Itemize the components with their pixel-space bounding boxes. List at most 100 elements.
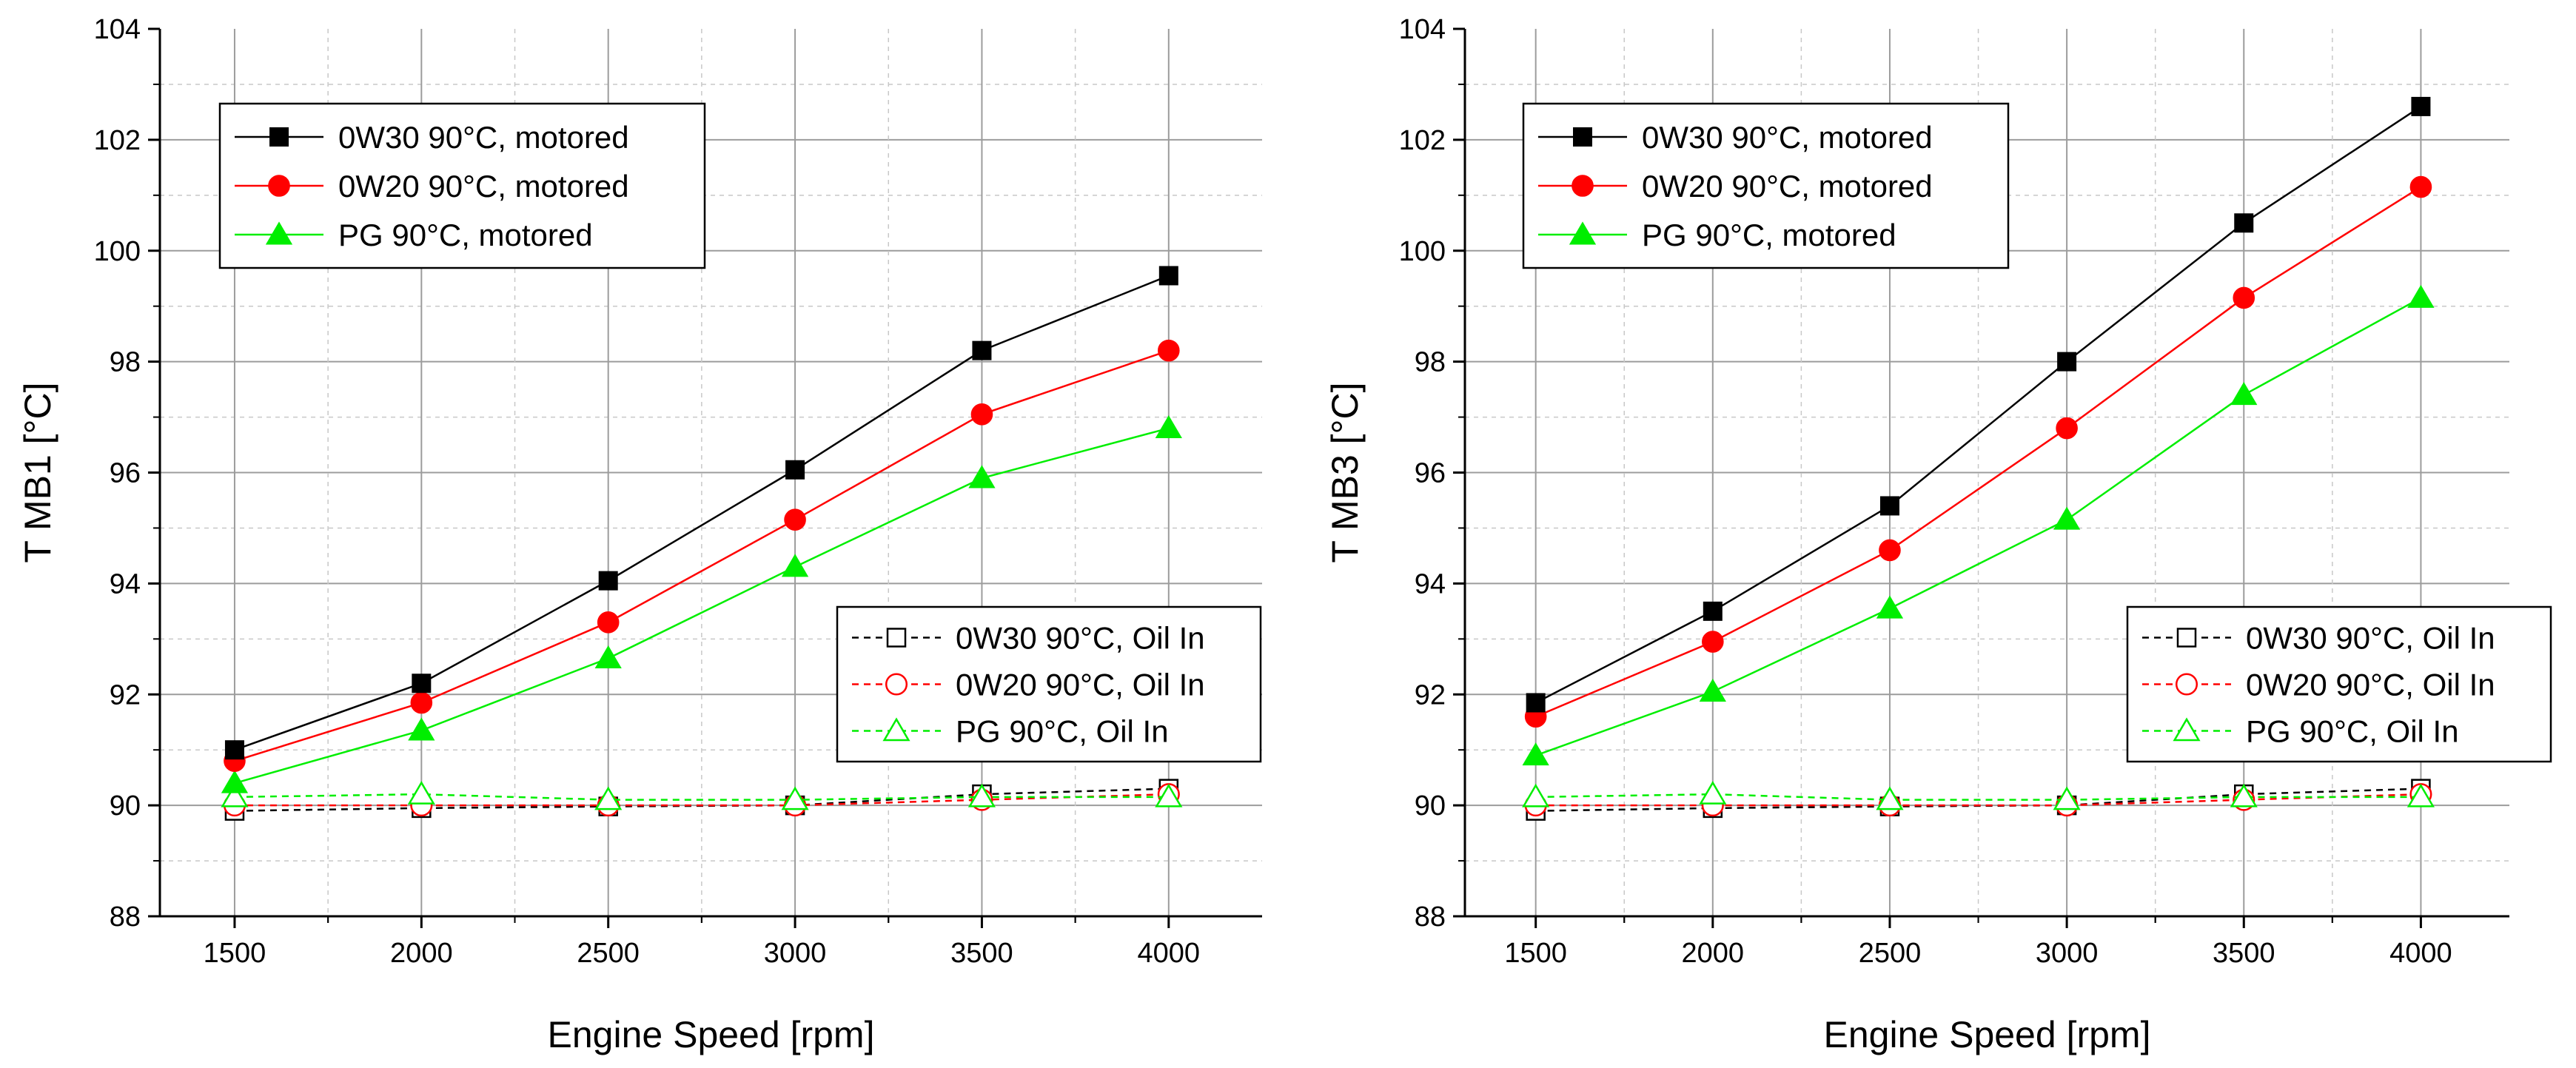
- legend-marker: [2175, 673, 2198, 696]
- legend-marker: [885, 673, 908, 696]
- data-point: [2411, 96, 2431, 116]
- data-point: [785, 460, 805, 480]
- data-point: [1522, 742, 1549, 766]
- data-point: [1876, 786, 1904, 810]
- legend-entry-label: PG 90°C, motored: [1642, 218, 1896, 252]
- x-tick-label: 3000: [2036, 938, 2099, 969]
- data-point: [2407, 284, 2435, 308]
- legend-1: 0W30 90°C, motored 0W20 90°C, motored PG 9…: [1522, 102, 2010, 269]
- x-tick-label: 2000: [1682, 938, 1745, 969]
- series-line: [1535, 793, 2421, 807]
- legend-2: 0W30 90°C, Oil In 0W20 90°C, Oil In PG 90°…: [2126, 605, 2552, 763]
- legend-1: 0W30 90°C, motored 0W20 90°C, motored PG 9…: [218, 102, 706, 269]
- series-line: [1535, 297, 2422, 756]
- y-tick-label: 102: [94, 125, 141, 156]
- y-tick-label: 92: [110, 679, 141, 711]
- x-tick-label: 1500: [1504, 938, 1567, 969]
- series-line: [234, 349, 1170, 762]
- data-point: [1699, 678, 1726, 702]
- x-tick-label: 4000: [2389, 938, 2452, 969]
- data-point: [412, 674, 432, 693]
- y-tick-label: 102: [1399, 125, 1446, 156]
- data-point: [1876, 595, 1904, 619]
- y-tick-label: 88: [110, 901, 141, 933]
- series-6: [221, 781, 1183, 810]
- data-point: [972, 340, 992, 360]
- data-point: [597, 611, 620, 634]
- x-tick-label: 4000: [1138, 938, 1201, 969]
- y-tick-label: 96: [110, 458, 141, 489]
- series-1: [1526, 96, 2431, 713]
- y-tick-label: 98: [110, 347, 141, 378]
- x-tick-label: 1500: [204, 938, 266, 969]
- data-point: [1522, 783, 1550, 807]
- series-line: [234, 275, 1170, 751]
- legend-marker: [269, 127, 289, 147]
- y-axis-title: T MB3 [°C]: [1324, 382, 1366, 562]
- y-tick-label: 100: [1399, 236, 1446, 267]
- y-tick-label: 88: [1415, 901, 1446, 933]
- data-point: [2406, 783, 2435, 807]
- data-point: [594, 786, 623, 810]
- legend-entry-label: 0W30 90°C, motored: [1642, 120, 1933, 155]
- y-tick-label: 90: [1415, 790, 1446, 822]
- data-point: [781, 786, 809, 810]
- data-point: [2053, 506, 2081, 530]
- legend-marker: [1569, 221, 1597, 245]
- data-point: [1702, 631, 1724, 653]
- legend-entry-label: 0W30 90°C, motored: [338, 120, 629, 155]
- legend-marker: [886, 628, 907, 648]
- y-tick-label: 98: [1415, 347, 1446, 378]
- legend-box: [2126, 605, 2552, 763]
- legend-entry-label: 0W30 90°C, Oil In: [956, 621, 1205, 656]
- legend-2: 0W30 90°C, Oil In 0W20 90°C, Oil In PG 90°…: [836, 605, 1262, 763]
- x-tick-label: 3000: [764, 938, 827, 969]
- data-point: [2230, 382, 2258, 406]
- y-tick-label: 90: [110, 790, 141, 822]
- y-tick-label: 104: [1399, 14, 1446, 45]
- legend-entry-label: PG 90°C, motored: [338, 218, 593, 252]
- data-point: [408, 717, 435, 741]
- data-point: [1155, 783, 1183, 807]
- data-point: [2057, 352, 2077, 372]
- x-tick-label: 2000: [390, 938, 453, 969]
- data-point: [784, 508, 806, 531]
- legend-entry-label: 0W20 90°C, Oil In: [2246, 668, 2495, 702]
- data-point: [2230, 783, 2258, 807]
- y-axis-title: T MB1 [°C]: [17, 382, 58, 562]
- x-tick-label: 2500: [1859, 938, 1922, 969]
- data-point: [1155, 414, 1182, 439]
- legend-entry-label: PG 90°C, Oil In: [2246, 714, 2459, 749]
- legend-entry-label: 0W30 90°C, Oil In: [2246, 621, 2495, 656]
- data-point: [221, 770, 249, 793]
- x-axis-title: Engine Speed [rpm]: [548, 1014, 875, 1055]
- data-point: [2053, 786, 2081, 810]
- x-axis-title: Engine Speed [rpm]: [1824, 1014, 2151, 1055]
- data-point: [1526, 693, 1546, 713]
- chart-panel-1: 88 90 92 94 96 98 100 102 104 1500 2000 2500 3000 350…: [17, 14, 1262, 1055]
- series-3: [1522, 284, 2435, 766]
- data-point: [781, 554, 809, 577]
- legend-marker: [2173, 717, 2201, 742]
- data-point: [1879, 539, 1901, 562]
- legend-marker: [265, 221, 293, 245]
- legend-marker: [268, 175, 290, 197]
- y-tick-label: 94: [1415, 568, 1446, 600]
- legend-box: [836, 605, 1262, 763]
- data-point: [2056, 417, 2078, 440]
- data-point: [221, 783, 249, 807]
- series-3: [221, 414, 1182, 793]
- legend-marker: [1573, 127, 1592, 147]
- data-point: [1703, 601, 1723, 621]
- legend-marker: [1572, 175, 1594, 197]
- legend-entry-label: PG 90°C, Oil In: [956, 714, 1169, 749]
- legend-entry-label: 0W20 90°C, Oil In: [956, 668, 1205, 702]
- y-tick-label: 100: [94, 236, 141, 267]
- data-point: [407, 781, 435, 805]
- series-6: [1522, 781, 2435, 810]
- legend-marker: [2176, 628, 2197, 648]
- data-point: [224, 740, 244, 760]
- data-point: [598, 571, 618, 591]
- series-line: [1535, 793, 2421, 801]
